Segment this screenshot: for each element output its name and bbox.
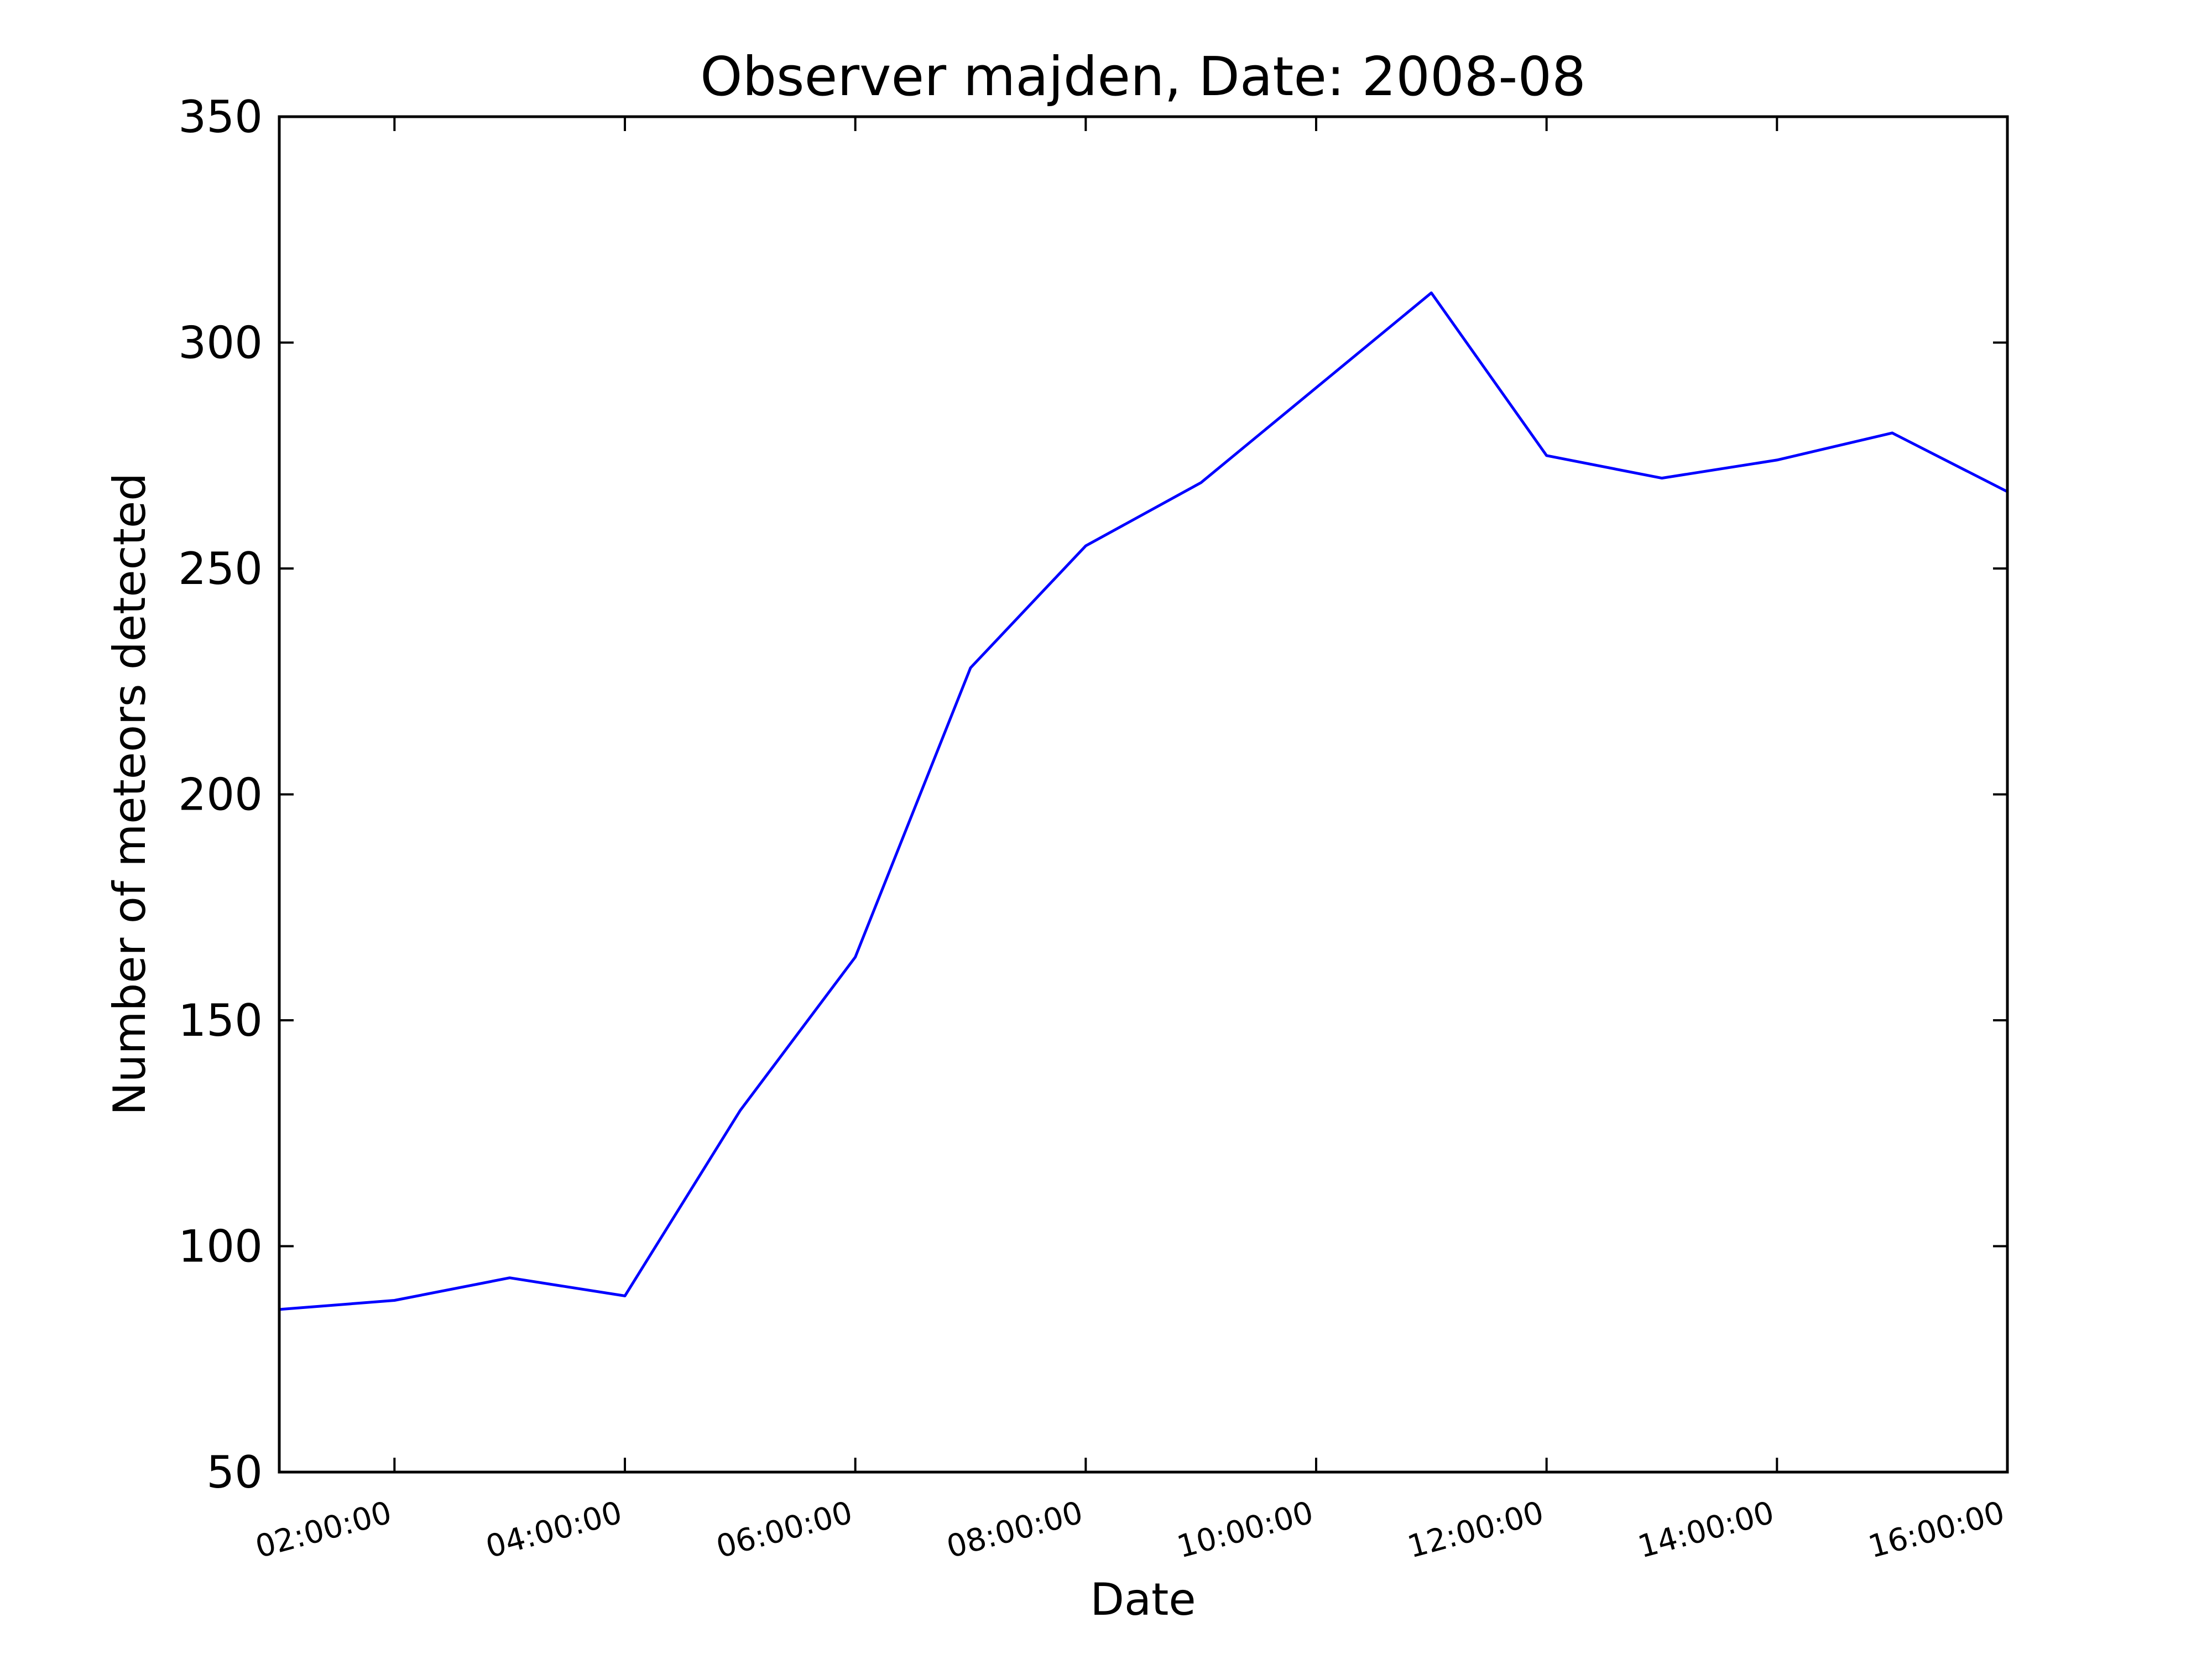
y-tick-labels: 50 100 150 200 250 300 350: [178, 91, 263, 1498]
y-tick-label: 100: [178, 1221, 263, 1272]
chart-title: Observer majden, Date: 2008-08: [700, 45, 1586, 108]
x-axis-label: Date: [1090, 1574, 1196, 1625]
y-tick-label: 150: [178, 995, 263, 1046]
y-tick-label: 200: [178, 769, 263, 821]
y-tick-label: 50: [206, 1447, 263, 1498]
plot-area: [278, 115, 2009, 1474]
series-layer: [279, 291, 2008, 1311]
y-axis-label: Number of meteors detected: [104, 473, 155, 1115]
y-tick-label: 300: [178, 317, 263, 369]
y-tick-label: 250: [178, 543, 263, 594]
series-line-0: [279, 291, 2008, 1311]
axes-frame: [278, 115, 2009, 1474]
y-tick-label: 350: [178, 91, 263, 143]
